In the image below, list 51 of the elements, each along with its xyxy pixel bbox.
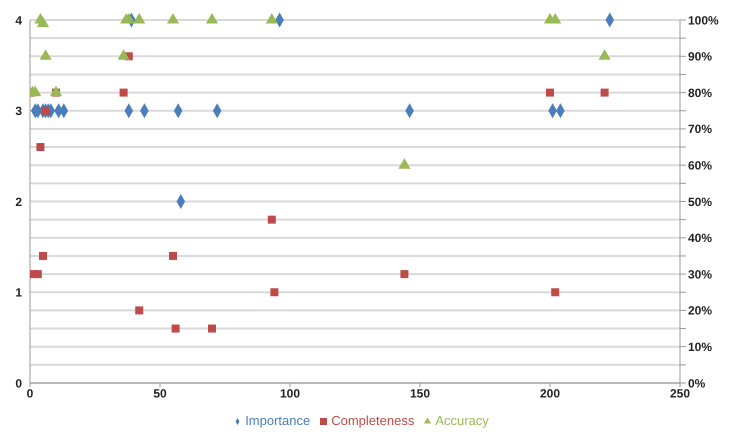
x-tick-label: 0 [26,386,34,401]
x-tick-label: 200 [540,386,560,401]
point [39,252,47,260]
y2-tick-label: 80% [688,86,712,100]
point [30,86,42,96]
point [120,88,128,97]
point [135,306,144,314]
point [34,270,42,278]
point [172,324,180,333]
point [398,158,410,169]
y2-tick-label: 60% [688,158,712,172]
point [118,49,130,60]
point [36,143,44,152]
legend-label: Importance [245,413,310,428]
point [598,49,611,60]
y-tick-label: 2 [15,194,22,209]
y2-tick-label: 30% [688,267,712,282]
y2-tick-label: 20% [688,304,712,318]
point [600,88,609,97]
legend-label: Accuracy [435,413,489,428]
legend-label: Completeness [331,413,414,428]
y2-tick-label: 100% [688,13,720,28]
point [133,12,146,24]
x-tick-label: 250 [670,386,690,401]
point [166,12,180,24]
y-tick-label: 3 [15,104,22,118]
point [206,12,218,24]
y-tick-label: 4 [15,13,22,28]
y2-tick-label: 70% [688,122,712,136]
y2-tick-label: 50% [688,194,712,209]
point [400,270,408,278]
point [208,324,216,333]
point [551,288,560,296]
point [169,252,177,260]
point [270,288,278,296]
y2-tick-label: 10% [688,340,712,354]
point [546,88,554,97]
point [36,16,50,28]
point [40,49,52,60]
y-tick-label: 1 [15,286,22,300]
y2-tick-label: 90% [688,50,712,64]
point [266,12,278,24]
x-tick-label: 150 [410,386,430,401]
point [50,86,62,96]
point [268,216,276,224]
y2-tick-label: 0% [688,376,706,390]
y-tick-label: 0 [15,376,22,390]
x-tick-label: 100 [280,386,300,401]
y2-tick-label: 40% [688,231,712,246]
point [42,106,50,115]
x-tick-label: 50 [153,386,167,401]
